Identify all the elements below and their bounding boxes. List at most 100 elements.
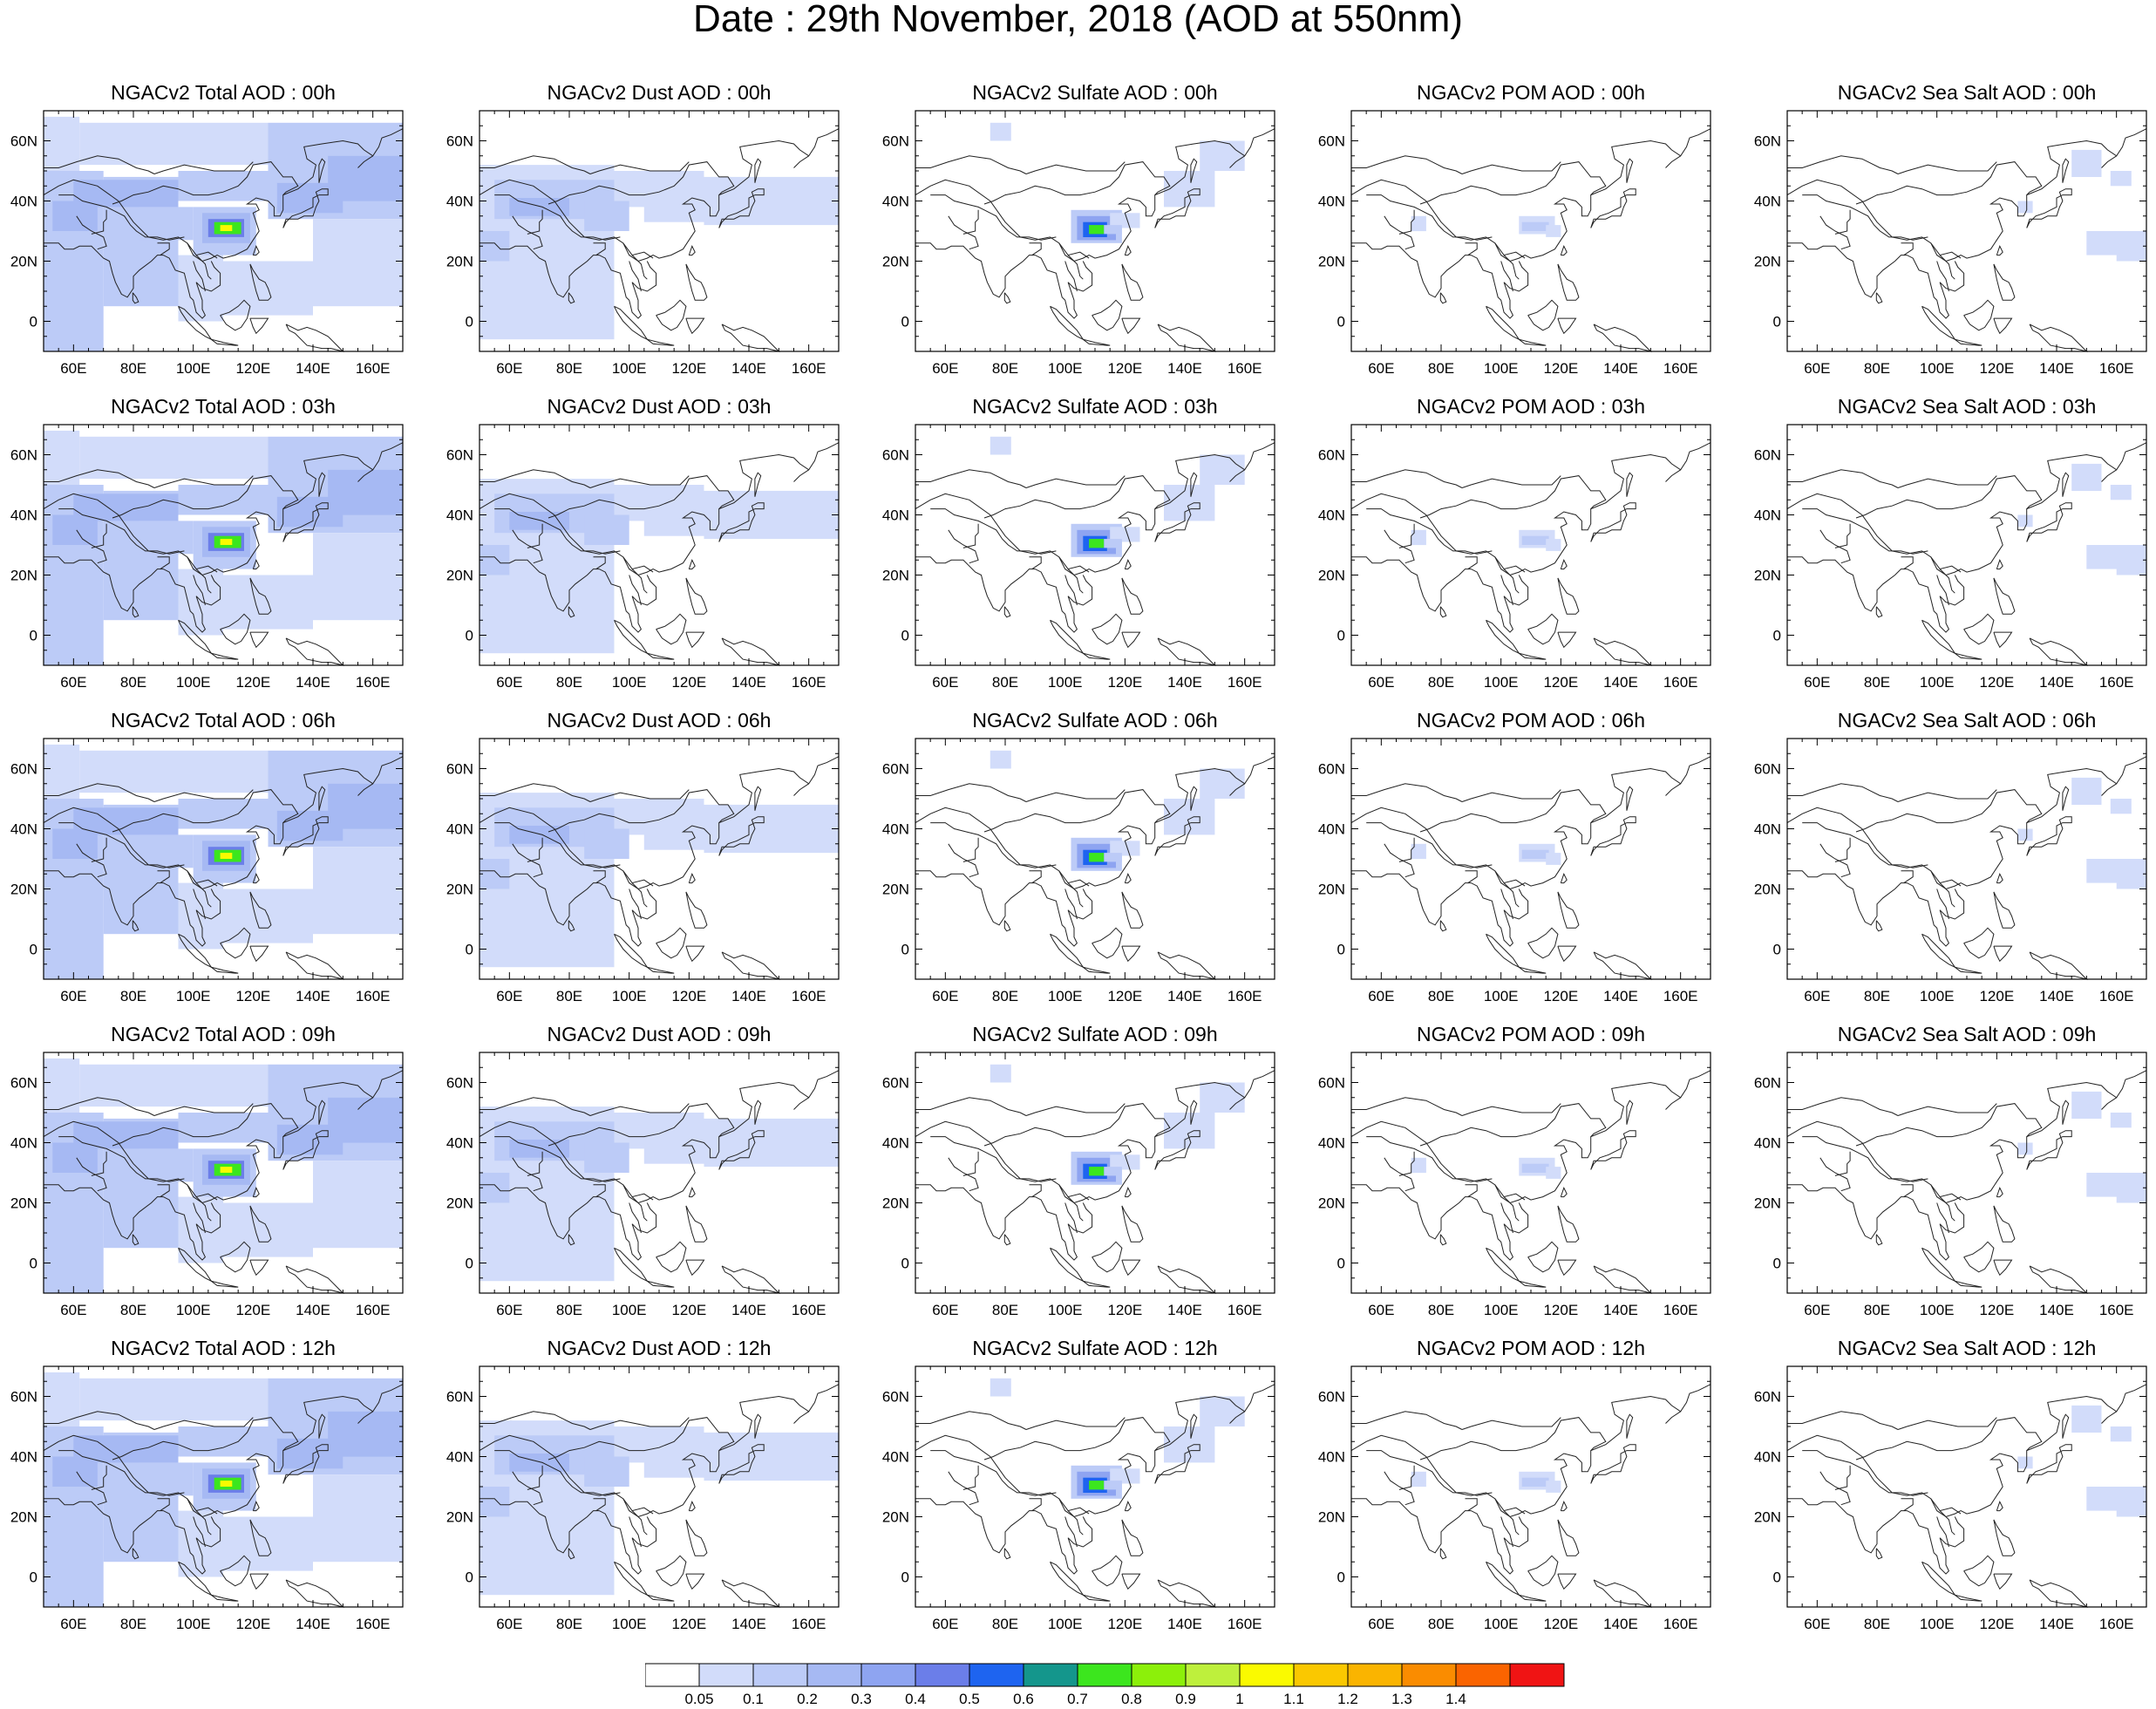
coastline (1786, 442, 2147, 576)
coastline (685, 263, 708, 301)
coastline (1058, 1498, 1090, 1515)
lat-label: 20N (1754, 1509, 1781, 1526)
lat-label: 60N (882, 1389, 909, 1406)
lat-label: 20N (446, 1509, 473, 1526)
coastline (1557, 577, 1580, 615)
coastline (1229, 155, 1245, 168)
coastline (157, 1498, 170, 1512)
lon-label: 140E (2039, 1302, 2074, 1318)
lat-label: 20N (446, 254, 473, 270)
coastline (1064, 1202, 1078, 1234)
aod-field (2017, 1405, 2146, 1517)
coastline (1465, 556, 1478, 570)
coastline (512, 843, 543, 878)
lon-label: 120E (671, 674, 706, 691)
lon-label: 100E (1484, 360, 1519, 377)
coastline (1921, 619, 1956, 655)
coastline (1665, 783, 1681, 796)
coastline (1557, 1205, 1580, 1243)
coastline (91, 209, 107, 235)
aod-patch (1164, 1113, 1215, 1149)
lon-label: 160E (2099, 674, 2134, 691)
coastline-layer (43, 442, 404, 666)
coastline (187, 556, 218, 573)
coastline (1121, 631, 1141, 649)
coastline (1121, 891, 1144, 929)
aod-patch (704, 1432, 839, 1481)
coastline (1590, 1444, 1636, 1484)
coastline (915, 556, 1093, 633)
lon-label: 60E (1804, 1302, 1830, 1318)
colorbar-swatch (1455, 1663, 1511, 1687)
coastline (1897, 1417, 1997, 1430)
lat-label: 0 (30, 314, 37, 330)
coastline (1993, 1519, 2016, 1556)
aod-patch (1411, 1157, 1426, 1174)
aod-field (990, 122, 1245, 243)
axis-ticks (479, 1052, 840, 1294)
coastline (1802, 1136, 1928, 1182)
coastline (1465, 870, 1478, 884)
coastline (1082, 1594, 1111, 1602)
coastline (112, 475, 299, 519)
panel-title: NGACv2 Dust AOD : 03h (547, 395, 772, 418)
coastline (178, 1561, 213, 1597)
coastline (1157, 1265, 1216, 1294)
aod-patch (1200, 140, 1245, 171)
coastline (249, 1519, 272, 1556)
axis-ticks (479, 110, 840, 352)
coastline (1067, 1196, 1084, 1222)
coastline (1121, 1259, 1141, 1277)
aod-patch (1089, 539, 1105, 548)
coastline (688, 244, 696, 256)
aod-patch (1200, 768, 1245, 799)
lon-label: 140E (2039, 1616, 2074, 1632)
coastline (1590, 816, 1636, 856)
lon-label: 100E (1484, 674, 1519, 691)
map-panel-dust-aod-2: 60N 40N 20N 0 60E 80E 100E 120E 140E 160E (446, 738, 840, 1004)
lon-label: 80E (992, 360, 1018, 377)
coastline (915, 870, 1093, 947)
panel-title: NGACv2 Sulfate AOD : 06h (972, 709, 1218, 732)
coastline (1092, 299, 1123, 331)
coastline (593, 1498, 606, 1512)
coastline (1029, 1498, 1042, 1512)
coastline-layer (479, 756, 840, 980)
aod-patch (220, 539, 233, 545)
coastline (282, 816, 329, 856)
coastline (479, 242, 657, 319)
coastline (1786, 128, 2147, 262)
lat-label: 0 (901, 1569, 909, 1586)
coastline (285, 1579, 344, 1608)
lat-label: 40N (882, 507, 909, 524)
coastline (948, 529, 979, 564)
aod-patch (1089, 853, 1105, 862)
lon-label: 100E (176, 674, 211, 691)
coastline (631, 569, 648, 594)
lat-label: 20N (10, 1509, 37, 1526)
lon-label: 60E (60, 360, 86, 377)
lon-label: 120E (1979, 1302, 2014, 1318)
coastline (1351, 1184, 1529, 1261)
coastline (1121, 1519, 1144, 1556)
lon-label: 140E (1603, 1616, 1638, 1632)
coastline (1121, 317, 1141, 335)
aod-patch (479, 1173, 510, 1203)
coastline (1503, 1196, 1520, 1222)
coastline (1486, 619, 1520, 655)
aod-patch (2071, 463, 2102, 491)
lon-label: 60E (1368, 674, 1394, 691)
coastline (44, 155, 155, 174)
coastline (1439, 1234, 1447, 1246)
coastline (1560, 558, 1568, 570)
coastline (1593, 637, 1652, 666)
lat-label: 0 (466, 942, 473, 958)
coastline (249, 945, 269, 963)
coastline (1936, 575, 1949, 606)
lat-label: 40N (1318, 1135, 1345, 1152)
lat-label: 20N (1318, 568, 1345, 584)
coastline (1229, 1097, 1245, 1110)
coastline (1124, 1186, 1132, 1198)
coastline (1229, 783, 1245, 796)
lat-label: 60N (10, 1075, 37, 1092)
